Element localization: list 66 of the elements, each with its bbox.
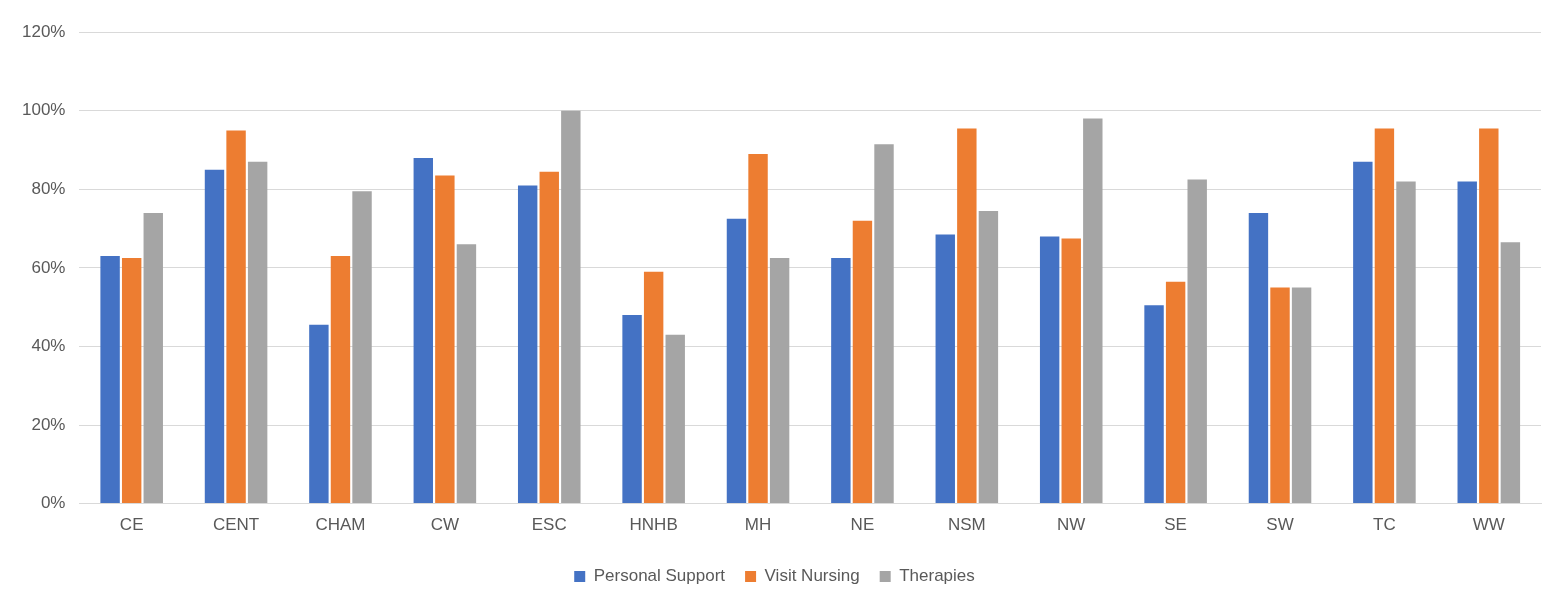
bar xyxy=(957,128,977,504)
bar xyxy=(413,157,433,504)
y-tick-label: 100% xyxy=(22,100,66,120)
legend-label: Visit Nursing xyxy=(764,566,860,586)
x-tick-label: CHAM xyxy=(315,515,366,535)
bar xyxy=(1144,305,1164,504)
x-tick-label: CE xyxy=(119,515,144,535)
bar xyxy=(143,212,163,504)
y-tick-label: 80% xyxy=(31,179,66,199)
y-tick-label: 40% xyxy=(31,336,66,356)
bar xyxy=(1500,242,1521,504)
bar xyxy=(539,171,559,504)
bar xyxy=(204,169,225,504)
y-tick-label: 60% xyxy=(31,257,66,277)
bar xyxy=(1187,179,1207,504)
bar xyxy=(100,256,120,504)
bar xyxy=(352,191,372,504)
bar xyxy=(1291,287,1312,504)
bar xyxy=(665,334,685,504)
bar xyxy=(1270,287,1290,504)
bar xyxy=(517,185,538,504)
x-tick-label: ESC xyxy=(531,515,567,535)
bar xyxy=(121,258,142,504)
bar xyxy=(726,218,747,504)
x-tick-label: SE xyxy=(1164,515,1187,535)
bar xyxy=(1165,281,1186,504)
bar xyxy=(1457,181,1477,504)
bar xyxy=(330,256,351,504)
x-tick-label: SW xyxy=(1266,515,1294,535)
bar xyxy=(247,161,268,504)
x-tick-label: NW xyxy=(1057,515,1086,535)
bar xyxy=(456,244,477,504)
y-tick-label: 120% xyxy=(22,21,66,41)
bar xyxy=(643,271,664,504)
x-tick-label: NSM xyxy=(947,515,986,535)
bar xyxy=(748,153,768,504)
bar xyxy=(622,315,642,504)
bar xyxy=(935,234,955,504)
bar xyxy=(1061,238,1081,504)
bar xyxy=(561,110,581,504)
bar xyxy=(852,220,873,504)
bar xyxy=(1083,118,1103,504)
bar xyxy=(226,130,246,504)
y-tick-label: 20% xyxy=(31,414,66,434)
x-tick-label: WW xyxy=(1472,515,1505,535)
bar xyxy=(769,258,790,504)
legend-label: Personal Support xyxy=(593,566,726,586)
x-tick-label: CENT xyxy=(212,515,260,535)
legend-label: Therapies xyxy=(899,566,975,586)
bar xyxy=(1248,212,1269,504)
bar xyxy=(1396,181,1416,504)
bar xyxy=(978,210,999,504)
bar xyxy=(874,144,894,504)
bar xyxy=(435,175,455,504)
bar xyxy=(309,324,329,504)
bar xyxy=(831,258,851,504)
x-tick-label: TC xyxy=(1373,515,1396,535)
x-tick-label: CW xyxy=(430,515,460,535)
bar xyxy=(1353,161,1373,504)
x-tick-label: NE xyxy=(850,515,875,535)
bar xyxy=(1374,128,1395,504)
bar xyxy=(1479,128,1499,504)
bar xyxy=(1039,236,1060,504)
x-tick-label: MH xyxy=(744,515,772,535)
x-tick-label: HNHB xyxy=(629,515,678,535)
y-tick-label: 0% xyxy=(40,493,66,513)
